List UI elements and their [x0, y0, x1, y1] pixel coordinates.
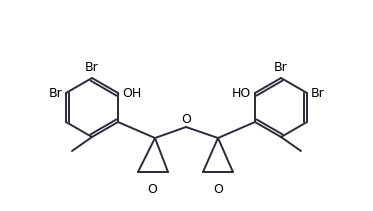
- Text: Br: Br: [85, 61, 99, 74]
- Text: Br: Br: [311, 87, 325, 100]
- Text: Br: Br: [48, 87, 62, 100]
- Text: HO: HO: [232, 87, 251, 100]
- Text: O: O: [213, 183, 223, 196]
- Text: O: O: [181, 113, 191, 126]
- Text: OH: OH: [122, 87, 141, 100]
- Text: Br: Br: [274, 61, 288, 74]
- Text: O: O: [147, 183, 157, 196]
